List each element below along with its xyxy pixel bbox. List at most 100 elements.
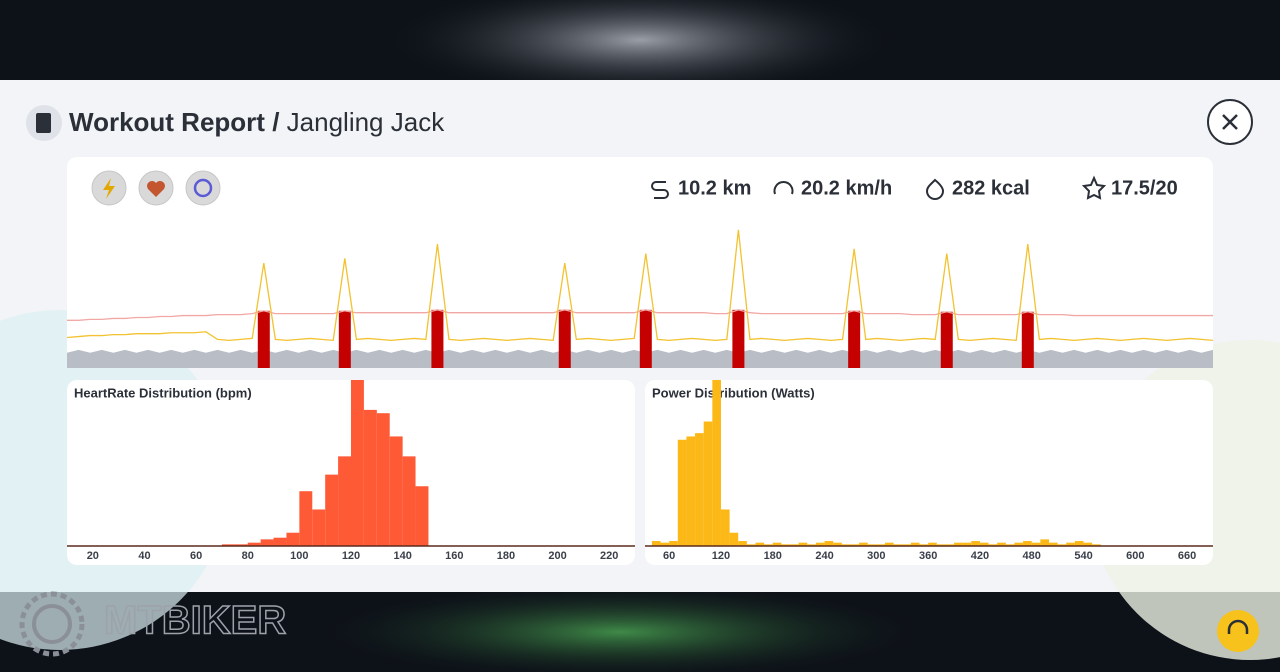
bar (1048, 542, 1058, 546)
support-button[interactable] (1217, 610, 1259, 652)
highlight (732, 309, 745, 368)
bar (928, 542, 937, 546)
bar (781, 544, 791, 546)
bar (389, 436, 403, 546)
bar (376, 413, 390, 546)
x-tick-label: 100 (290, 550, 308, 562)
highlight (940, 311, 953, 368)
bar (669, 541, 678, 546)
highlight (848, 310, 861, 368)
bar (1031, 542, 1041, 546)
x-tick-label: 660 (1178, 550, 1196, 562)
heart-icon (147, 181, 165, 197)
calorie-icon (925, 178, 945, 200)
cadence-toggle[interactable] (185, 170, 221, 206)
bar (746, 544, 756, 546)
x-tick-label: 60 (190, 550, 202, 562)
x-tick-label: 420 (971, 550, 989, 562)
chart-title: Power Distribution (Watts) (652, 385, 815, 400)
bar (841, 544, 851, 546)
x-tick-label: 160 (445, 550, 463, 562)
logo-gear (32, 604, 72, 644)
highlight (1021, 311, 1034, 368)
bar (415, 486, 429, 546)
chart-title: HeartRate Distribution (bpm) (74, 385, 252, 400)
cadence-icon (193, 178, 213, 198)
bar (1023, 541, 1032, 546)
speed-icon (773, 181, 794, 195)
bar (997, 542, 1006, 546)
bar (351, 380, 364, 546)
bar (703, 421, 713, 546)
bar (893, 544, 903, 546)
chart-card (645, 380, 1213, 565)
x-tick-label: 480 (1023, 550, 1041, 562)
bar (979, 542, 989, 546)
bar (402, 456, 416, 546)
bar (859, 542, 868, 546)
bar (962, 542, 972, 546)
highlight (338, 310, 351, 368)
x-tick-label: 360 (919, 550, 937, 562)
bar (221, 544, 235, 546)
report-icon (36, 113, 51, 133)
bar (798, 542, 808, 546)
bar (971, 541, 980, 546)
bar (876, 544, 885, 546)
bar (850, 544, 860, 546)
x-tick-label: 140 (393, 550, 411, 562)
bar (833, 542, 842, 546)
bar (919, 544, 929, 546)
power-icon (103, 178, 115, 199)
toggles (91, 170, 221, 206)
bar (824, 541, 834, 546)
bar (1014, 542, 1024, 546)
bar (867, 544, 877, 546)
bar (815, 542, 825, 546)
close-button[interactable] (1207, 99, 1253, 145)
bar (686, 436, 696, 546)
bg-blur (300, 582, 940, 672)
highlight (257, 310, 270, 368)
bar (363, 409, 377, 546)
highlight (431, 309, 444, 368)
bar (1092, 544, 1101, 546)
bar (1005, 544, 1015, 546)
bar (325, 474, 339, 546)
bar (902, 544, 911, 546)
bar (286, 532, 300, 546)
separator: / (272, 107, 279, 137)
highlight (558, 309, 571, 368)
line (67, 309, 1213, 321)
bar (729, 532, 739, 546)
bar (738, 541, 747, 546)
subtitle: Jangling Jack (287, 107, 446, 137)
x-tick-label: 180 (497, 550, 515, 562)
x-tick-label: 40 (138, 550, 150, 562)
distance-icon (651, 181, 669, 199)
close-icon (1222, 114, 1238, 130)
bar (695, 433, 704, 546)
bar (988, 544, 998, 546)
bar (260, 539, 274, 546)
bar (247, 542, 261, 546)
line (66, 229, 1214, 342)
bar (755, 542, 765, 546)
x-tick-label: 540 (1074, 550, 1092, 562)
bar (807, 544, 816, 546)
bar (945, 544, 955, 546)
bar (299, 491, 313, 546)
speed: 20.2 km/h (801, 177, 892, 199)
support-icon (1227, 619, 1249, 634)
title: Workout Report / Jangling Jack (69, 107, 445, 137)
bar (1040, 539, 1049, 546)
bar (1057, 544, 1067, 546)
x-tick-label: 80 (242, 550, 254, 562)
bar (790, 544, 799, 546)
bar (273, 537, 287, 546)
bar (234, 544, 248, 546)
calories: 282 kcal (952, 177, 1030, 199)
x-tick-label: 240 (815, 550, 833, 562)
